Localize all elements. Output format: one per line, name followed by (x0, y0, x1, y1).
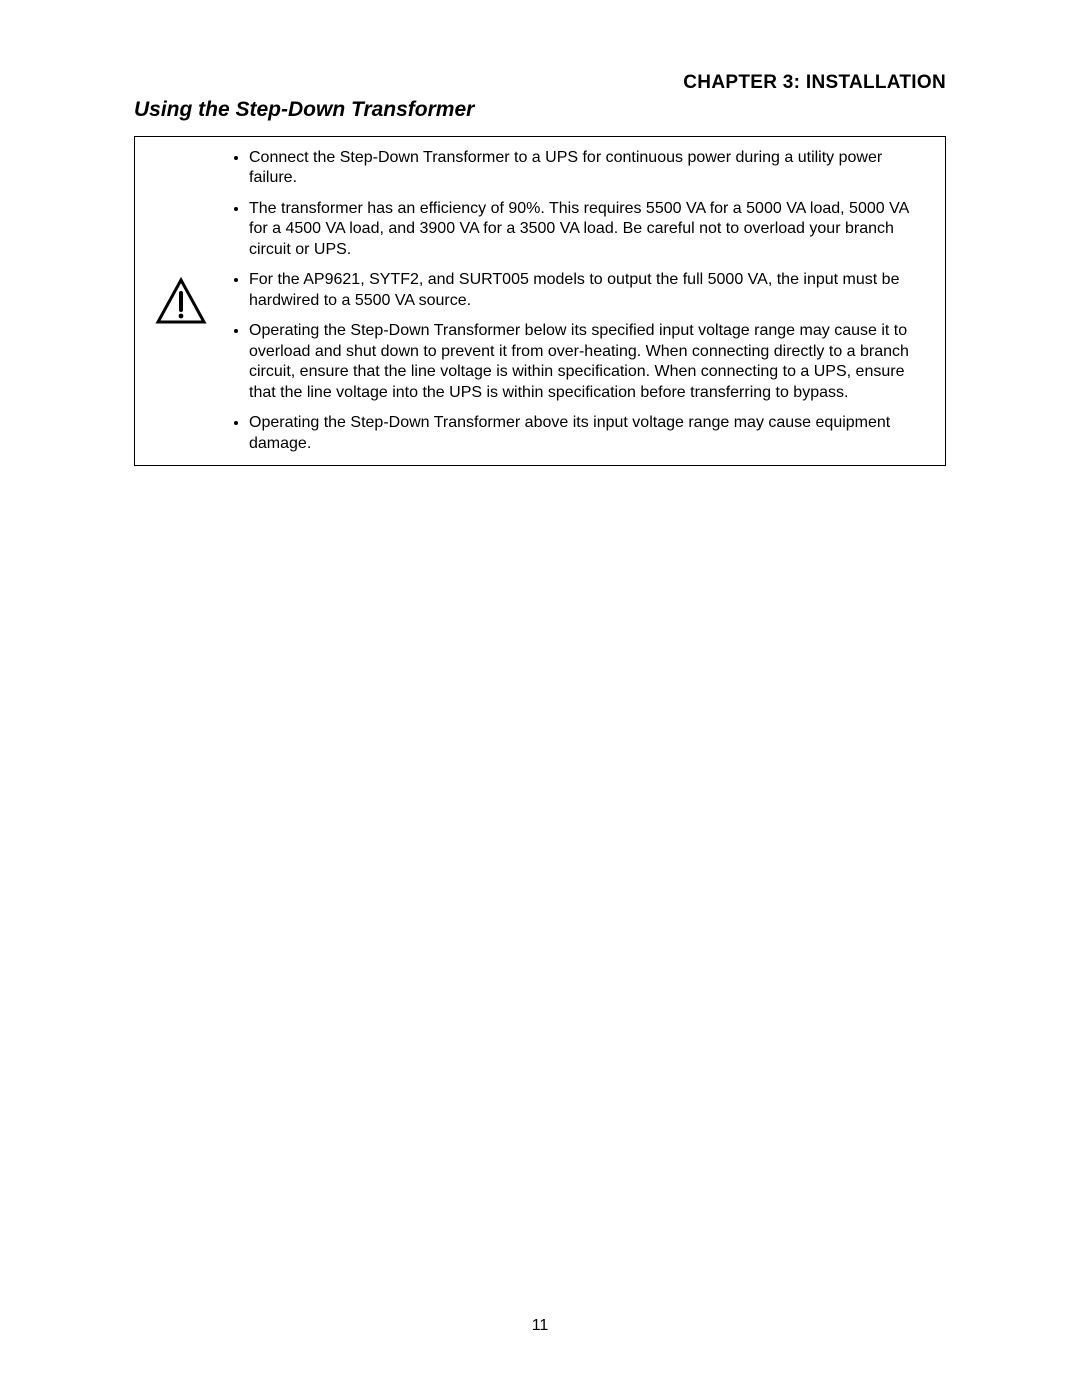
section-title: Using the Step-Down Transformer (134, 98, 946, 122)
caution-box: Connect the Step-Down Transformer to a U… (134, 136, 946, 466)
caution-content: Connect the Step-Down Transformer to a U… (227, 137, 945, 465)
bullet-list: Connect the Step-Down Transformer to a U… (227, 143, 931, 459)
bullet-item: For the AP9621, SYTF2, and SURT005 model… (249, 265, 931, 316)
chapter-label: CHAPTER 3: (683, 72, 800, 93)
bullet-item: Connect the Step-Down Transformer to a U… (249, 143, 931, 194)
document-page: CHAPTER 3: INSTALLATION Using the Step-D… (0, 0, 1080, 466)
chapter-title: INSTALLATION (806, 72, 946, 93)
bullet-item: Operating the Step-Down Transformer abov… (249, 408, 931, 459)
warning-icon (155, 277, 207, 325)
page-number: 11 (0, 1317, 1080, 1335)
bullet-item: The transformer has an efficiency of 90%… (249, 194, 931, 265)
caution-icon-cell (135, 137, 227, 465)
bullet-item: Operating the Step-Down Transformer belo… (249, 316, 931, 408)
chapter-header: CHAPTER 3: INSTALLATION (134, 72, 946, 94)
